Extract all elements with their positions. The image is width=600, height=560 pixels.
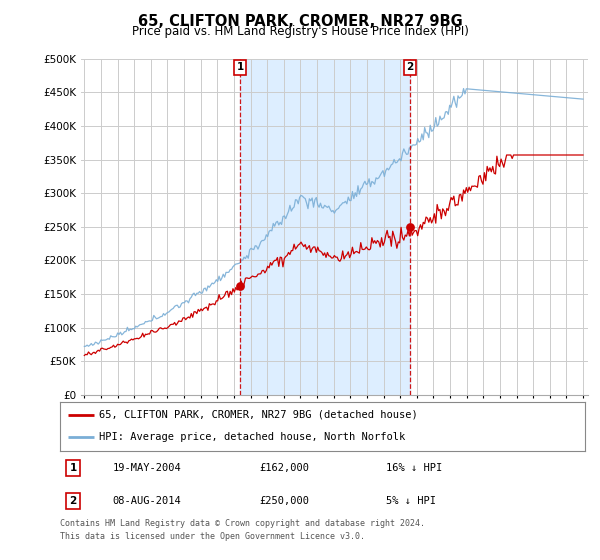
Text: Contains HM Land Registry data © Crown copyright and database right 2024.: Contains HM Land Registry data © Crown c… — [60, 520, 425, 529]
Text: 16% ↓ HPI: 16% ↓ HPI — [386, 463, 442, 473]
Text: £162,000: £162,000 — [260, 463, 310, 473]
Text: 65, CLIFTON PARK, CROMER, NR27 9BG: 65, CLIFTON PARK, CROMER, NR27 9BG — [137, 14, 463, 29]
Text: HPI: Average price, detached house, North Norfolk: HPI: Average price, detached house, Nort… — [100, 432, 406, 442]
Text: 08-AUG-2014: 08-AUG-2014 — [113, 496, 181, 506]
Text: £250,000: £250,000 — [260, 496, 310, 506]
Text: 19-MAY-2004: 19-MAY-2004 — [113, 463, 181, 473]
Text: 2: 2 — [407, 62, 414, 72]
Text: 2: 2 — [70, 496, 77, 506]
Text: 1: 1 — [236, 62, 244, 72]
Text: 65, CLIFTON PARK, CROMER, NR27 9BG (detached house): 65, CLIFTON PARK, CROMER, NR27 9BG (deta… — [100, 410, 418, 420]
Point — [235, 282, 245, 291]
Text: 5% ↓ HPI: 5% ↓ HPI — [386, 496, 436, 506]
Text: This data is licensed under the Open Government Licence v3.0.: This data is licensed under the Open Gov… — [60, 532, 365, 541]
Text: Price paid vs. HM Land Registry's House Price Index (HPI): Price paid vs. HM Land Registry's House … — [131, 25, 469, 38]
Point — [406, 222, 415, 231]
Text: 1: 1 — [70, 463, 77, 473]
